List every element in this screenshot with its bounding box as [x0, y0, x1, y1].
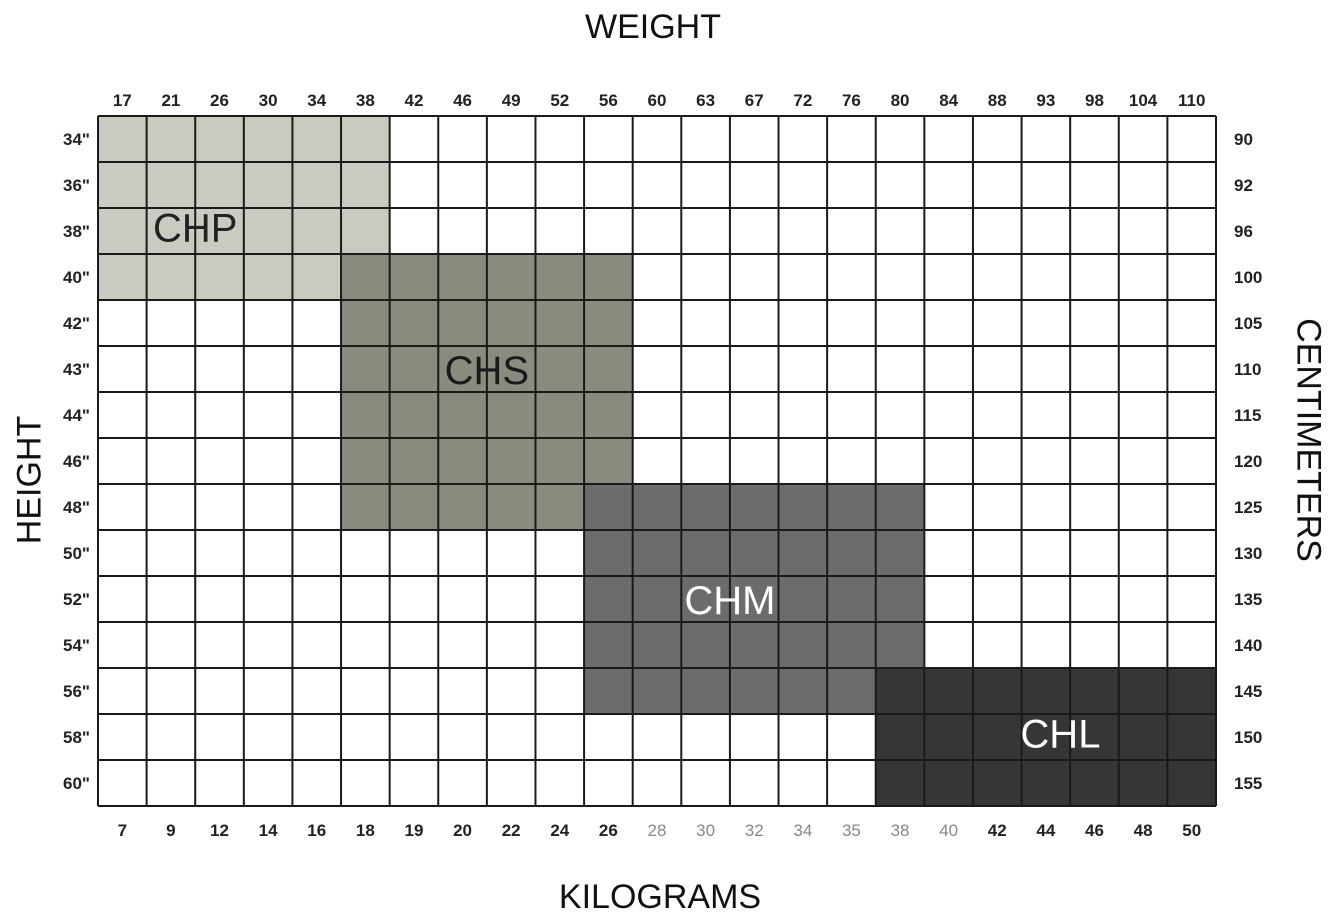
- x-bottom-tick-label: 44: [1036, 821, 1055, 840]
- x-top-tick-label: 17: [113, 91, 132, 110]
- x-bottom-tick-label: 20: [453, 821, 472, 840]
- x-top-tick-label: 52: [550, 91, 569, 110]
- x-bottom-tick-label: 34: [793, 821, 812, 840]
- x-top-tick-label: 110: [1178, 91, 1205, 110]
- x-bottom-tick-label: 16: [307, 821, 326, 840]
- x-bottom-tick-label: 46: [1085, 821, 1104, 840]
- x-top-tick-label: 42: [404, 91, 423, 110]
- y-right-tick-label: 150: [1234, 728, 1262, 747]
- y-right-tick-label: 120: [1234, 452, 1262, 471]
- x-bottom-tick-label: 12: [210, 821, 229, 840]
- x-top-tick-label: 93: [1036, 91, 1055, 110]
- x-bottom-tick-label: 18: [356, 821, 375, 840]
- x-bottom-tick-label: 24: [550, 821, 569, 840]
- y-left-tick-label: 48": [63, 498, 90, 517]
- y-left-tick-label: 46": [63, 452, 90, 471]
- x-top-tick-label: 84: [939, 91, 958, 110]
- x-bottom-tick-label: 42: [988, 821, 1007, 840]
- x-bottom-tick-label: 30: [696, 821, 715, 840]
- y-left-tick-label: 40": [63, 268, 90, 287]
- x-top-tick-label: 60: [648, 91, 667, 110]
- y-left-tick-label: 44": [63, 406, 90, 425]
- kilograms-title: KILOGRAMS: [558, 878, 762, 916]
- x-bottom-tick-label: 50: [1182, 821, 1201, 840]
- x-bottom-tick-label: 35: [842, 821, 861, 840]
- x-top-tick-label: 21: [161, 91, 180, 110]
- x-bottom-tick-label: 48: [1134, 821, 1153, 840]
- zone-chm: [584, 484, 925, 714]
- x-top-tick-label: 67: [745, 91, 764, 110]
- y-left-tick-label: 36": [63, 176, 90, 195]
- y-left-tick-label: 52": [63, 590, 90, 609]
- y-left-tick-label: 54": [63, 636, 90, 655]
- y-left-tick-label: 58": [63, 728, 90, 747]
- y-right-tick-label: 90: [1234, 130, 1253, 149]
- y-right-tick-label: 130: [1234, 544, 1262, 563]
- x-top-tick-label: 34: [307, 91, 326, 110]
- y-right-tick-label: 100: [1234, 268, 1262, 287]
- x-top-tick-label: 104: [1129, 91, 1158, 110]
- x-bottom-tick-label: 22: [502, 821, 521, 840]
- y-left-tick-label: 60": [63, 774, 90, 793]
- x-bottom-tick-label: 40: [939, 821, 958, 840]
- x-top-tick-label: 88: [988, 91, 1007, 110]
- x-bottom-tick-label: 7: [118, 821, 127, 840]
- y-right-tick-label: 105: [1234, 314, 1262, 333]
- y-right-tick-label: 96: [1234, 222, 1253, 241]
- x-top-tick-label: 49: [502, 91, 521, 110]
- y-left-tick-label: 42": [63, 314, 90, 333]
- x-top-tick-label: 38: [356, 91, 375, 110]
- y-left-tick-label: 34": [63, 130, 90, 149]
- y-right-tick-label: 135: [1234, 590, 1262, 609]
- y-left-tick-label: 50": [63, 544, 90, 563]
- x-bottom-tick-label: 38: [891, 821, 910, 840]
- x-bottom-tick-label: 14: [259, 821, 278, 840]
- zone-label-chl: CHL: [1020, 713, 1100, 757]
- y-left-tick-label: 56": [63, 682, 90, 701]
- y-right-tick-label: 110: [1234, 360, 1261, 379]
- x-top-tick-label: 76: [842, 91, 861, 110]
- zone-label-chs: CHS: [445, 349, 529, 393]
- x-bottom-tick-label: 32: [745, 821, 764, 840]
- x-bottom-tick-label: 26: [599, 821, 618, 840]
- y-right-tick-label: 140: [1234, 636, 1262, 655]
- zone-label-chm: CHM: [684, 579, 775, 623]
- zone-label-chp: CHP: [153, 207, 237, 251]
- y-right-tick-label: 115: [1234, 406, 1261, 425]
- x-bottom-tick-label: 19: [404, 821, 423, 840]
- y-left-tick-label: 43": [63, 360, 90, 379]
- x-top-tick-label: 72: [793, 91, 812, 110]
- y-right-tick-label: 155: [1234, 774, 1262, 793]
- x-top-tick-label: 98: [1085, 91, 1104, 110]
- x-top-tick-label: 46: [453, 91, 472, 110]
- x-top-tick-label: 80: [891, 91, 910, 110]
- y-right-tick-label: 92: [1234, 176, 1253, 195]
- x-top-tick-label: 30: [259, 91, 278, 110]
- y-left-tick-label: 38": [63, 222, 90, 241]
- y-right-tick-label: 125: [1234, 498, 1262, 517]
- x-top-tick-label: 63: [696, 91, 715, 110]
- zone-chl: [875, 668, 1216, 806]
- x-bottom-tick-label: 9: [166, 821, 175, 840]
- x-top-tick-label: 56: [599, 91, 618, 110]
- weight-title: WEIGHT: [585, 8, 721, 46]
- x-top-tick-label: 26: [210, 91, 229, 110]
- y-right-tick-label: 145: [1234, 682, 1262, 701]
- x-bottom-tick-label: 28: [648, 821, 667, 840]
